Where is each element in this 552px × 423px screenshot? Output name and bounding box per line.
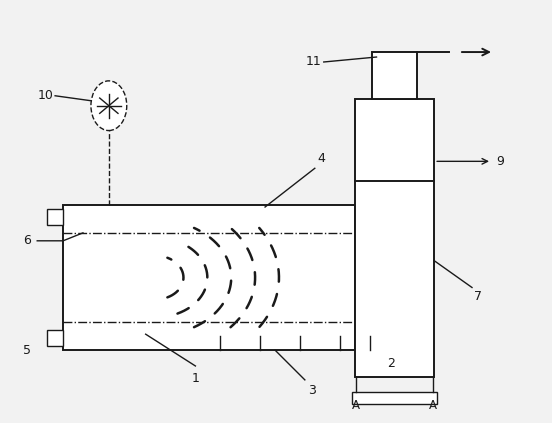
Text: 5: 5 [23,343,31,357]
Text: 9: 9 [496,155,504,168]
Text: A: A [352,399,359,412]
Bar [371,52,417,99]
Text: 2: 2 [388,357,395,371]
Bar [352,392,437,404]
Bar [47,330,63,346]
Text: 7: 7 [474,291,482,303]
Text: 6: 6 [23,234,31,247]
Bar [63,205,384,350]
Text: A: A [429,399,437,412]
Text: 10: 10 [37,89,53,102]
Text: 11: 11 [306,55,322,69]
Text: 4: 4 [318,152,326,165]
Text: 1: 1 [192,372,199,385]
Bar [47,209,63,225]
Bar [354,205,384,350]
Bar [354,99,434,377]
Text: 3: 3 [308,384,316,397]
Ellipse shape [91,81,127,131]
